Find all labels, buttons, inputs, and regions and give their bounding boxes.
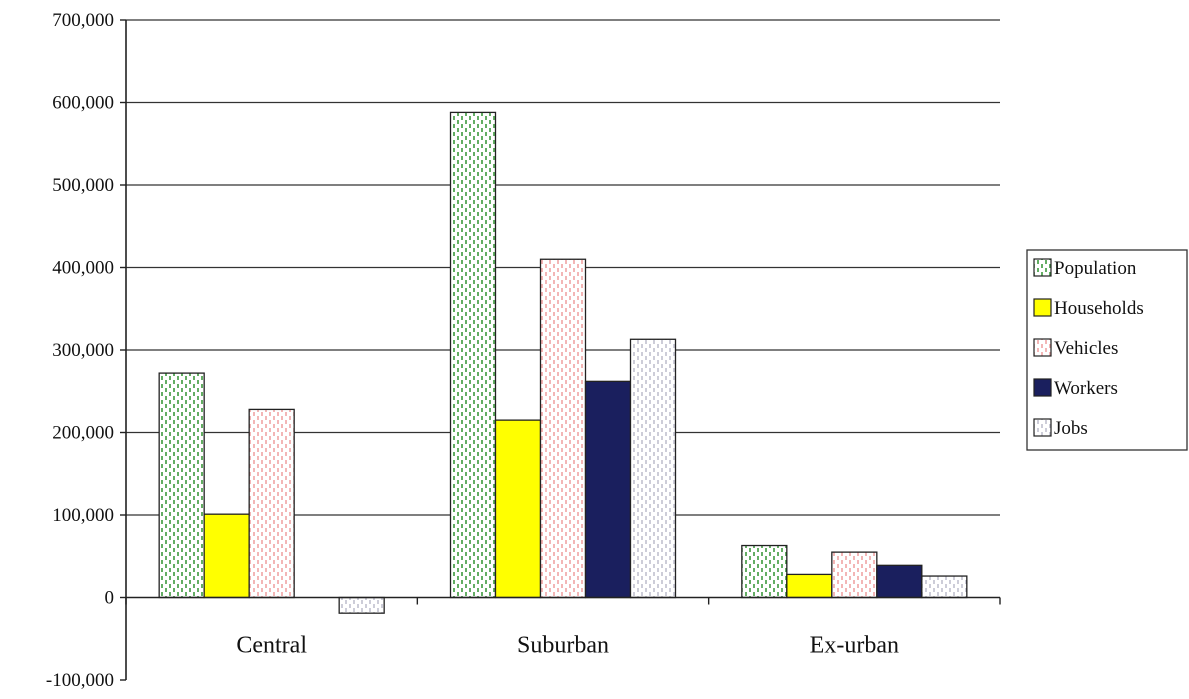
legend-label-households: Households [1054, 298, 1144, 319]
axes [120, 19, 1001, 681]
legend-swatch-jobs [1033, 418, 1052, 437]
legend-box [1026, 249, 1188, 451]
legend: Population Households Vehicles Workers Jobs [1026, 249, 1188, 451]
y-tick-label: 0 [105, 588, 115, 609]
bar-households-central [203, 513, 250, 599]
y-tick-label: -100,000 [46, 670, 114, 691]
bar-workers-suburban [584, 380, 632, 599]
bar-vehicles-central [248, 408, 295, 599]
y-tick-label: 600,000 [52, 93, 114, 114]
bar-population-central [158, 372, 205, 599]
bar-households-suburban [494, 419, 542, 599]
bar-households-ex-urban [786, 573, 833, 599]
legend-swatch-workers [1033, 378, 1052, 397]
legend-label-vehicles: Vehicles [1054, 338, 1118, 359]
bar-vehicles-suburban [539, 258, 587, 599]
x-category-label: Suburban [517, 633, 609, 659]
x-category-label: Ex-urban [810, 633, 899, 659]
y-tick-label: 700,000 [52, 10, 114, 31]
bars [158, 111, 968, 614]
bar-jobs-suburban [629, 338, 677, 599]
legend-label-population: Population [1054, 258, 1137, 279]
legend-label-jobs: Jobs [1054, 418, 1088, 439]
y-tick-label: 300,000 [52, 340, 114, 361]
legend-label-workers: Workers [1054, 378, 1118, 399]
bar-workers-ex-urban [876, 564, 923, 599]
y-tick-label: 200,000 [52, 423, 114, 444]
bar-population-suburban [449, 111, 497, 599]
legend-swatch-vehicles [1033, 338, 1052, 357]
y-tick-label: 400,000 [52, 258, 114, 279]
y-tick-label: 100,000 [52, 505, 114, 526]
legend-swatch-households [1033, 298, 1052, 317]
bar-vehicles-ex-urban [831, 551, 878, 599]
axis-labels: -100,000 0 100,000 200,000 300,000 400,000 500… [46, 10, 899, 691]
legend-swatch-population [1033, 258, 1052, 277]
bar-jobs-central [338, 596, 385, 614]
bar-population-ex-urban [741, 544, 788, 599]
bar-jobs-ex-urban [921, 575, 968, 599]
y-tick-label: 500,000 [52, 175, 114, 196]
x-category-label: Central [236, 633, 307, 659]
